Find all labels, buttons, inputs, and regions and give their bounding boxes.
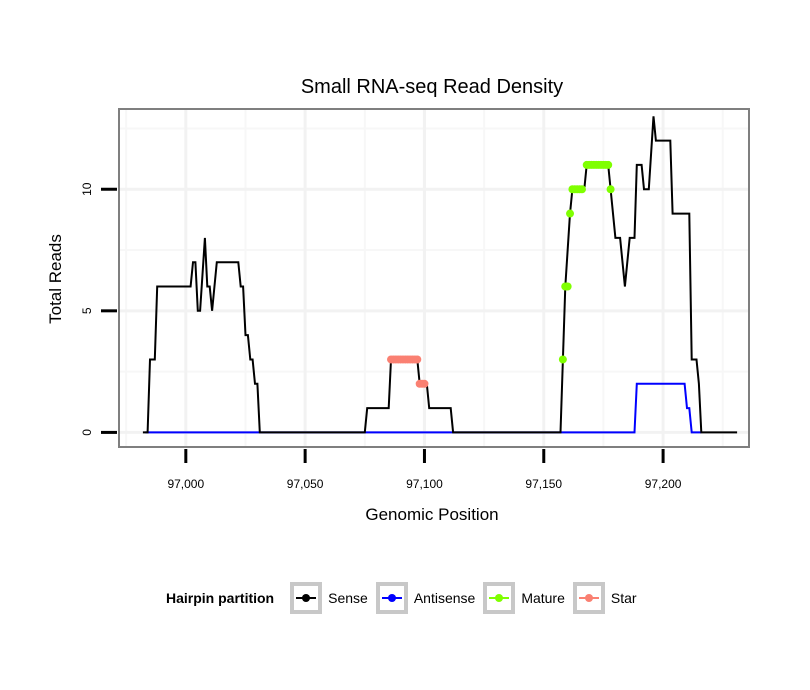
legend-key-antisense (375, 582, 408, 614)
x-axis-title: Genomic Position (365, 505, 498, 524)
y-tick-label: 10 (80, 182, 94, 196)
legend-title: Hairpin partition (166, 590, 275, 606)
legend-key-star (572, 582, 605, 614)
x-tick-label: 97,050 (287, 477, 324, 491)
legend-key-mature (483, 582, 516, 614)
legend: Hairpin partition Sense Antisense Mature… (166, 578, 645, 618)
panel-border (118, 108, 750, 448)
data-point-mature (604, 160, 613, 169)
y-tick-label: 0 (80, 429, 94, 436)
y-axis: 0 5 10 (80, 182, 117, 436)
plot-panel (119, 109, 749, 447)
data-point-mature (577, 185, 586, 194)
legend-key-sense (290, 582, 323, 614)
x-tick-label: 97,000 (167, 477, 204, 491)
legend-label-antisense: Antisense (413, 590, 476, 606)
x-tick-label: 97,100 (406, 477, 443, 491)
series-line-antisense (145, 382, 702, 434)
data-point-mature (566, 209, 575, 218)
legend-label-star: Star (610, 590, 637, 606)
chart-title: Small RNA-seq Read Density (301, 76, 563, 98)
data-point-mature (563, 282, 572, 291)
series-layer (142, 116, 738, 434)
x-tick-label: 97,200 (645, 477, 682, 491)
data-point-star (413, 355, 422, 364)
x-tick-label: 97,150 (525, 477, 562, 491)
legend-label-sense: Sense (328, 590, 368, 606)
y-axis-title: Total Reads (46, 234, 65, 324)
data-point-star (420, 379, 429, 388)
x-axis: 97,000 97,050 97,100 97,150 97,200 (167, 449, 682, 491)
y-tick-label: 5 (80, 307, 94, 314)
panel-background (119, 109, 749, 447)
data-point-mature (606, 185, 615, 194)
data-point-mature (558, 355, 567, 364)
legend-label-mature: Mature (521, 590, 565, 606)
